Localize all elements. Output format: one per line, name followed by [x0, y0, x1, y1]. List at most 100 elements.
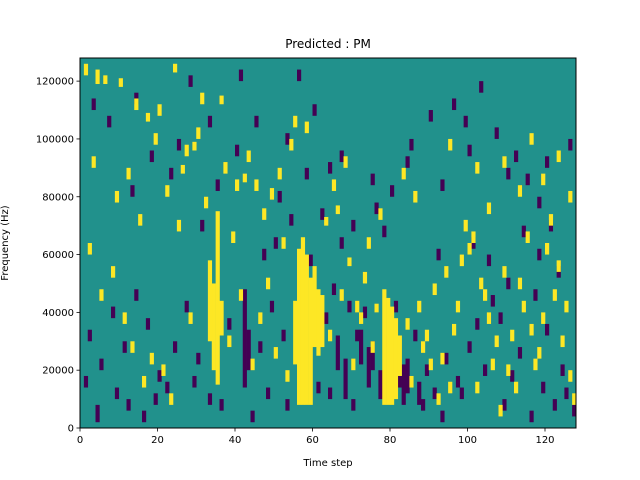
heatmap-cell-high — [289, 138, 294, 151]
heatmap-cell-low — [173, 341, 178, 353]
heatmap-cell-high — [258, 312, 263, 324]
heatmap-cell-high — [521, 300, 526, 313]
heatmap-cell-high — [486, 202, 492, 215]
heatmap-cell-high — [386, 297, 391, 405]
x-tick-label: 60 — [306, 435, 319, 446]
heatmap-cell-high — [91, 156, 96, 168]
heatmap-cell-high — [223, 162, 228, 174]
y-tick-label: 20000 — [42, 366, 74, 377]
heatmap-cell-high — [231, 231, 236, 243]
heatmap-cell-high — [568, 190, 573, 203]
heatmap-cell-high — [502, 266, 507, 278]
y-tick-label: 40000 — [42, 308, 74, 319]
heatmap-cell-high — [173, 63, 178, 73]
heatmap-cell-low — [331, 283, 337, 296]
heatmap-cell-low — [390, 185, 395, 197]
heatmap-cell-low — [525, 173, 530, 186]
heatmap-cell-low — [250, 410, 255, 423]
heatmap-cell-low — [521, 225, 526, 238]
heatmap-cell-low — [266, 387, 271, 400]
heatmap-cell-high — [138, 214, 143, 226]
heatmap-cell-low — [126, 399, 131, 411]
heatmap-cell-low — [529, 410, 534, 423]
heatmap-cell-low — [486, 254, 492, 267]
heatmap-cell-low — [556, 266, 561, 278]
heatmap-cell-low — [463, 115, 468, 128]
heatmap-cell-high — [572, 393, 577, 405]
heatmap-cell-low — [142, 410, 147, 423]
heatmap-cell-low — [355, 329, 360, 342]
heatmap-cell-low — [196, 352, 201, 365]
heatmap-cell-low — [467, 144, 472, 157]
heatmap-cell-high — [548, 214, 554, 226]
heatmap-cell-high — [312, 266, 317, 348]
heatmap-cell-low — [176, 138, 182, 151]
heatmap-cell-low — [467, 341, 472, 353]
heatmap-cell-low — [494, 127, 499, 139]
heatmap-cell-high — [510, 329, 515, 342]
heatmap-cell-low — [219, 399, 224, 411]
heatmap-cell-high — [169, 393, 174, 405]
heatmap-cell-high — [300, 237, 306, 405]
heatmap-cell-high — [486, 312, 492, 324]
heatmap-cell-high — [266, 277, 271, 290]
heatmap-cell-low — [227, 318, 232, 330]
heatmap-cell-high — [514, 381, 519, 394]
x-axis-ticks: 0 20 40 60 80 100 120 — [77, 428, 555, 446]
heatmap-cell-low — [95, 404, 100, 423]
heatmap-cell-high — [343, 156, 348, 168]
heatmap-cell-high — [568, 370, 573, 382]
heatmap-cell-high — [409, 375, 414, 388]
heatmap-cell-low — [545, 323, 550, 336]
heatmap-cell-high — [541, 312, 546, 324]
heatmap-cell-low — [440, 179, 445, 191]
heatmap-cell-high — [556, 150, 561, 163]
heatmap-cell-high — [463, 219, 468, 232]
heatmap-cell-low — [153, 393, 158, 405]
y-tick-label: 100000 — [36, 134, 74, 145]
heatmap-cell-high — [215, 211, 220, 385]
chart-title: Predicted : PM — [285, 37, 371, 51]
heatmap-cell-low — [130, 185, 135, 197]
heatmap-cell-high — [374, 303, 379, 313]
heatmap-cell-high — [506, 364, 511, 376]
heatmap-cell-low — [207, 115, 213, 128]
heatmap-cell-high — [161, 364, 166, 376]
y-tick-label: 80000 — [42, 192, 74, 203]
heatmap-cell-high — [176, 219, 182, 232]
heatmap-cell-low — [401, 364, 406, 405]
heatmap-cell-high — [308, 277, 313, 405]
heatmap-cell-high — [219, 300, 224, 336]
heatmap-cell-high — [99, 289, 104, 301]
plot-area — [79, 57, 577, 429]
heatmap-cell-high — [417, 300, 422, 313]
heatmap-cell-high — [331, 179, 337, 191]
heatmap-cell-high — [122, 312, 127, 324]
heatmap-cell-low — [502, 399, 507, 411]
heatmap-cell-high — [498, 404, 503, 417]
heatmap-cell-high — [424, 329, 430, 342]
heatmap-cell-low — [413, 329, 418, 342]
heatmap-cell-low — [324, 312, 329, 324]
heatmap-cell-low — [111, 306, 116, 319]
heatmap-cell-low — [428, 110, 433, 122]
heatmap-cell-low — [432, 387, 437, 400]
heatmap-cell-low — [165, 381, 170, 394]
heatmap-cell-low — [351, 399, 356, 411]
heatmap-cell-low — [393, 300, 399, 313]
heatmap-cell-high — [285, 370, 290, 382]
heatmap-cell-high — [83, 63, 89, 76]
heatmap-cell-low — [188, 75, 193, 87]
heatmap-cell-high — [211, 283, 216, 371]
heatmap-cell-low — [490, 295, 495, 307]
heatmap-cell-low — [304, 167, 309, 180]
heatmap-cell-high — [180, 164, 185, 174]
heatmap-cell-high — [494, 335, 499, 348]
heatmap-cell-high — [541, 173, 546, 186]
heatmap-cell-low — [506, 167, 511, 180]
heatmap-cell-high — [339, 289, 344, 301]
heatmap-cell-low — [281, 329, 286, 342]
heatmap-cell-low — [289, 214, 294, 226]
heatmap-cell-low — [215, 179, 220, 191]
y-tick-label: 60000 — [42, 250, 74, 261]
